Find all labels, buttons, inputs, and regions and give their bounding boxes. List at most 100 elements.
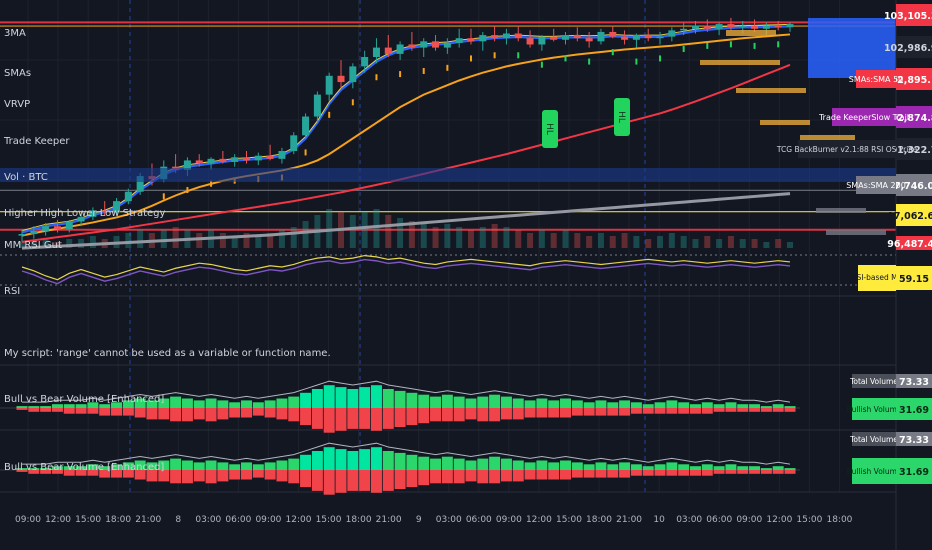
candle-body — [455, 38, 463, 43]
bvb-bull-bar — [524, 400, 536, 408]
bvb-bear-bar — [654, 408, 666, 414]
bvb-bull-bar — [75, 404, 87, 408]
indicator-label-bvb-2[interactable]: Bull vs Bear Volume [Enhanced] — [4, 462, 164, 473]
volume-bar — [527, 233, 534, 248]
bvb-bull-bar — [430, 458, 442, 470]
bvb-bull-bar — [300, 454, 312, 470]
indicator-label-rsi[interactable]: RSI — [4, 286, 20, 297]
bvb-bull-bar — [465, 460, 477, 470]
candlesticks[interactable] — [18, 17, 794, 242]
bvb-bull-bar — [240, 400, 252, 408]
indicator-label-3ma[interactable]: 3MA — [4, 28, 26, 39]
volume-bar — [621, 233, 628, 248]
bvb-bear-bar — [678, 408, 690, 414]
time-tick-label: 8 — [175, 515, 181, 525]
bvb-bear-bar — [240, 470, 252, 480]
volume-bar — [668, 233, 675, 248]
bvb-bear-bar — [465, 408, 477, 420]
time-tick-label: 03:00 — [195, 515, 221, 525]
candle-body — [136, 176, 144, 192]
bvb-bull-bar — [63, 404, 75, 408]
volume-bar — [361, 212, 368, 248]
indicator-label-vrvp[interactable]: VRVP — [4, 99, 30, 110]
bvb-bear-bar — [678, 470, 690, 476]
ma-mid-line — [21, 33, 791, 237]
indicator-label-trade-keeper[interactable]: Trade Keeper — [3, 136, 70, 147]
bvb-bull-bar — [205, 460, 217, 470]
volume-bar — [125, 233, 132, 248]
bvb-bull-bar — [453, 396, 465, 408]
bvb-bull-bar — [359, 449, 371, 470]
volume-bar — [515, 230, 522, 248]
bvb-bear-bar — [595, 470, 607, 478]
volume-bar — [787, 242, 793, 248]
bvb-bear-bar — [406, 408, 418, 426]
volume-bar — [716, 239, 723, 248]
svg-text:103,105.38: 103,105.38 — [884, 11, 932, 22]
candle-body — [77, 216, 85, 222]
svg-text:HL: HL — [616, 111, 626, 123]
indicator-label-bvb-1[interactable]: Bull vs Bear Volume [Enhanced] — [4, 394, 164, 405]
bvb-bull-bar — [536, 460, 548, 470]
bvb-bear-bar — [560, 470, 572, 480]
indicator-label-hhll[interactable]: Higher High Lower Low Strategy — [4, 208, 166, 219]
bvb-bull-bar — [512, 398, 524, 408]
rsi-ma-line — [21, 254, 791, 281]
side-label-backburner — [798, 140, 896, 158]
bvb-bull-bar — [170, 396, 182, 408]
svg-text:73.33: 73.33 — [899, 435, 929, 446]
bvb-bull-bar — [370, 447, 382, 470]
candle-body — [396, 44, 404, 54]
bvb-bear-bar — [725, 470, 737, 474]
candle-body — [53, 226, 61, 230]
candle-body — [290, 135, 298, 151]
indicator-label-smas[interactable]: SMAs — [4, 68, 31, 79]
candle-body — [207, 158, 215, 164]
bvb-bull-bar — [240, 462, 252, 470]
volume-bar — [290, 227, 297, 248]
sma-200-line — [21, 192, 791, 250]
bvb-bull-bar — [583, 464, 595, 470]
svg-text:Bullish Volume: Bullish Volume — [846, 405, 901, 414]
time-axis[interactable]: 09:00 12:00 15:00 18:00 21:00 8 03:00 06:00 09:0… — [15, 515, 853, 525]
bvb-bear-bar — [571, 470, 583, 478]
bvb-bull-bar — [264, 462, 276, 470]
bvb-bull-bar — [737, 466, 749, 470]
candle-body — [349, 66, 357, 83]
svg-text:Total Volume: Total Volume — [849, 435, 898, 444]
bvb-bear-bar — [370, 408, 382, 431]
bvb-bear-bar — [749, 408, 761, 412]
bvb-bear-bar — [170, 408, 182, 422]
time-tick-label: 9 — [416, 515, 422, 525]
bvb-bear-bar — [749, 470, 761, 474]
bvb-bear-bar — [40, 408, 52, 412]
volume-bar — [739, 239, 746, 248]
bvb-bear-bar — [122, 408, 134, 416]
bvb-bear-bar — [51, 408, 63, 412]
candle-body — [113, 201, 121, 213]
bvb-bull-bar — [642, 466, 654, 470]
bvb-bear-bar — [347, 470, 359, 491]
volume-bar — [172, 227, 179, 248]
bvb-bear-bar — [583, 408, 595, 416]
candle-body — [526, 38, 534, 45]
price-tag: 102,986.96 — [884, 36, 932, 58]
bvb-total-line — [22, 380, 791, 403]
indicator-label-vol-btc[interactable]: Vol · BTC — [4, 172, 48, 183]
candle-body — [644, 35, 652, 39]
candle-body — [550, 36, 558, 40]
volume-bar — [562, 230, 569, 248]
bvb-bull-bar — [28, 406, 40, 408]
indicator-label-mm-rsi[interactable]: MM RSI Gut — [4, 240, 62, 251]
bvb-bear-bar — [122, 470, 134, 478]
candle-body — [502, 33, 510, 39]
bvb-bear-bar — [288, 408, 300, 422]
volume-bar — [302, 221, 309, 248]
bvb-bull-bar — [406, 454, 418, 470]
vrvp-profile — [700, 18, 896, 235]
bvb-bear-bar — [193, 470, 205, 482]
bvb-bear-bar — [642, 470, 654, 476]
candle-body — [538, 36, 546, 45]
